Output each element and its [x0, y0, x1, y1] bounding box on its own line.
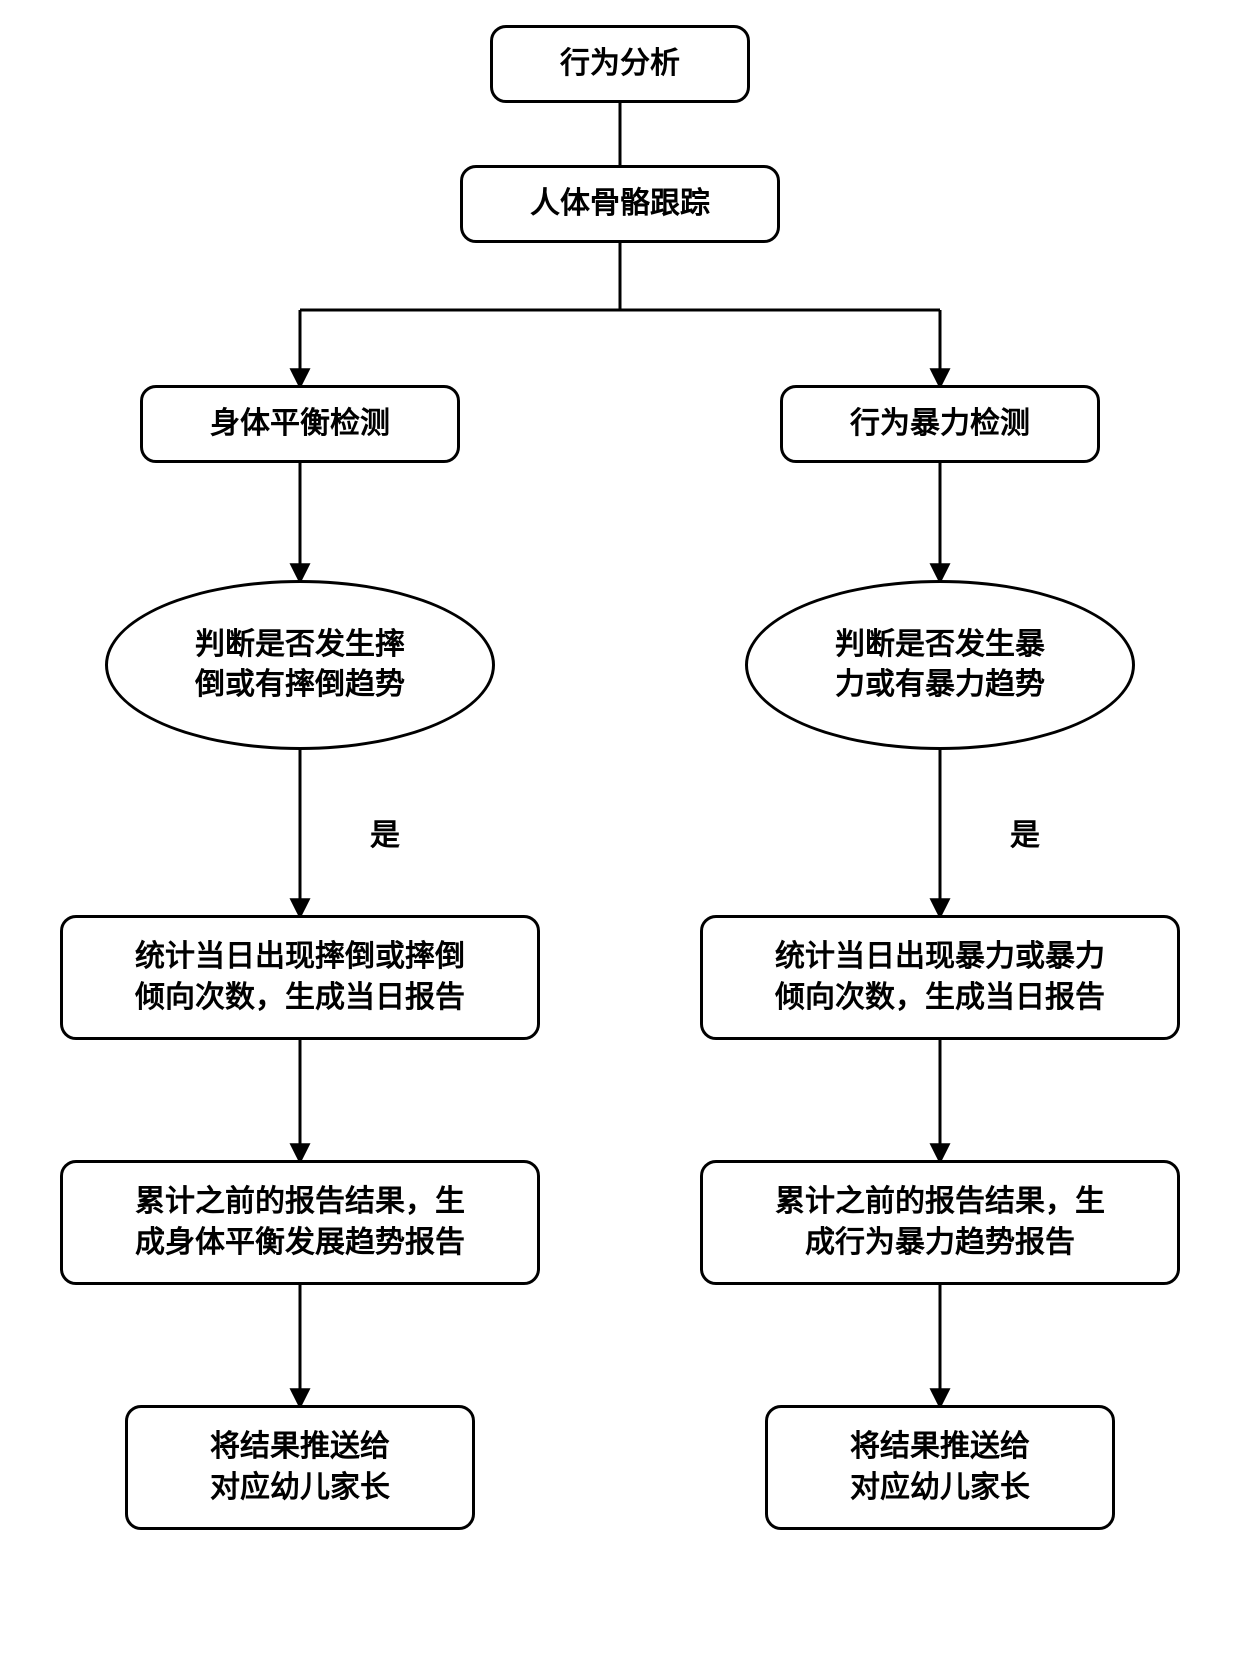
edge-label-yes-right: 是 [1010, 810, 1040, 854]
node-violence-trend-report: 累计之前的报告结果，生成行为暴力趋势报告 [700, 1160, 1180, 1285]
node-balance-trend-report: 累计之前的报告结果，生成身体平衡发展趋势报告 [60, 1160, 540, 1285]
decision-fall: 判断是否发生摔倒或有摔倒趋势 [105, 580, 495, 750]
node-violence-detection: 行为暴力检测 [780, 385, 1100, 463]
edge-label-yes-left: 是 [370, 810, 400, 854]
node-skeleton-tracking: 人体骨骼跟踪 [460, 165, 780, 243]
node-fall-daily-report: 统计当日出现摔倒或摔倒倾向次数，生成当日报告 [60, 915, 540, 1040]
node-violence-daily-report: 统计当日出现暴力或暴力倾向次数，生成当日报告 [700, 915, 1180, 1040]
decision-violence: 判断是否发生暴力或有暴力趋势 [745, 580, 1135, 750]
node-push-parents-left: 将结果推送给对应幼儿家长 [125, 1405, 475, 1530]
node-push-parents-right: 将结果推送给对应幼儿家长 [765, 1405, 1115, 1530]
node-balance-detection: 身体平衡检测 [140, 385, 460, 463]
node-behavior-analysis: 行为分析 [490, 25, 750, 103]
